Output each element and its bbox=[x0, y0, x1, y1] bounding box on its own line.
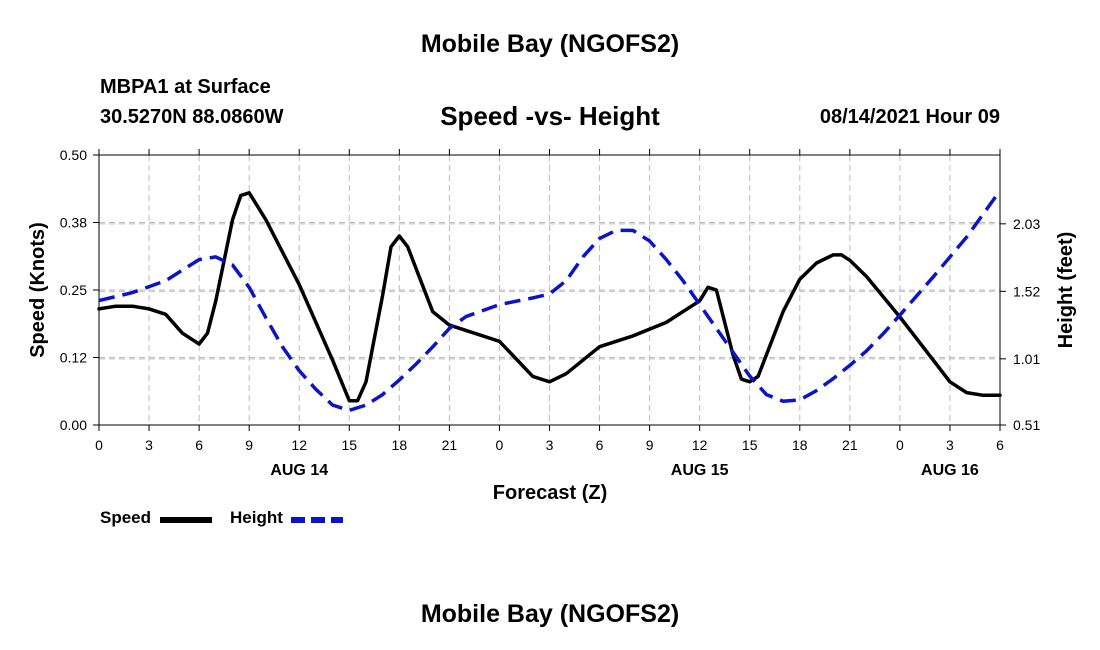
x-tick-label: 21 bbox=[842, 437, 858, 453]
y-left-tick-label: 0.50 bbox=[60, 147, 87, 163]
y-left-tick-label: 0.00 bbox=[60, 417, 87, 433]
y-axis-left-label: Speed (Knots) bbox=[27, 222, 49, 358]
x-tick-label: 6 bbox=[596, 437, 604, 453]
y-axis-right-label: Height (feet) bbox=[1055, 232, 1077, 349]
x-tick-label: 12 bbox=[692, 437, 708, 453]
y-left-tick-label: 0.12 bbox=[60, 350, 87, 366]
station-coordinates: 30.5270N 88.0860W bbox=[100, 106, 284, 128]
x-tick-label: 6 bbox=[996, 437, 1004, 453]
x-tick-label: 15 bbox=[742, 437, 758, 453]
station-name: MBPA1 at Surface bbox=[100, 76, 271, 98]
x-tick-label: 3 bbox=[546, 437, 554, 453]
date-label: AUG 15 bbox=[671, 462, 729, 479]
legend-height-label: Height bbox=[230, 508, 283, 527]
chart-subtitle: Speed -vs- Height bbox=[440, 101, 660, 131]
y-left-tick-label: 0.25 bbox=[60, 282, 87, 298]
x-tick-label: 18 bbox=[392, 437, 408, 453]
y-left-tick-label: 0.38 bbox=[60, 215, 87, 231]
y-right-tick-label: 1.01 bbox=[1013, 351, 1040, 367]
series-line-height bbox=[98, 189, 1002, 413]
x-tick-label: 3 bbox=[145, 437, 153, 453]
x-tick-label: 0 bbox=[496, 437, 504, 453]
x-tick-label: 9 bbox=[646, 437, 654, 453]
chart-title-top: Mobile Bay (NGOFS2) bbox=[420, 30, 680, 58]
x-tick-label: 18 bbox=[792, 437, 808, 453]
y-right-tick-label: 2.03 bbox=[1013, 216, 1040, 232]
date-label: AUG 14 bbox=[270, 462, 328, 479]
x-tick-label: 6 bbox=[195, 437, 203, 453]
y-right-tick-label: 1.52 bbox=[1013, 283, 1040, 299]
x-tick-label: 0 bbox=[95, 437, 103, 453]
x-tick-label: 3 bbox=[946, 437, 954, 453]
x-axis-label: Forecast (Z) bbox=[492, 482, 608, 504]
x-tick-label: 9 bbox=[245, 437, 253, 453]
date-label: AUG 16 bbox=[921, 462, 979, 479]
legend-speed-label: Speed bbox=[100, 508, 152, 527]
x-tick-label: 0 bbox=[896, 437, 904, 453]
chart-title-bottom: Mobile Bay (NGOFS2) bbox=[420, 600, 680, 628]
x-tick-label: 12 bbox=[291, 437, 307, 453]
y-right-tick-label: 0.51 bbox=[1013, 417, 1040, 433]
x-tick-label: 15 bbox=[341, 437, 357, 453]
forecast-datetime: 08/14/2021 Hour 09 bbox=[819, 106, 1000, 128]
x-tick-label: 21 bbox=[442, 437, 458, 453]
